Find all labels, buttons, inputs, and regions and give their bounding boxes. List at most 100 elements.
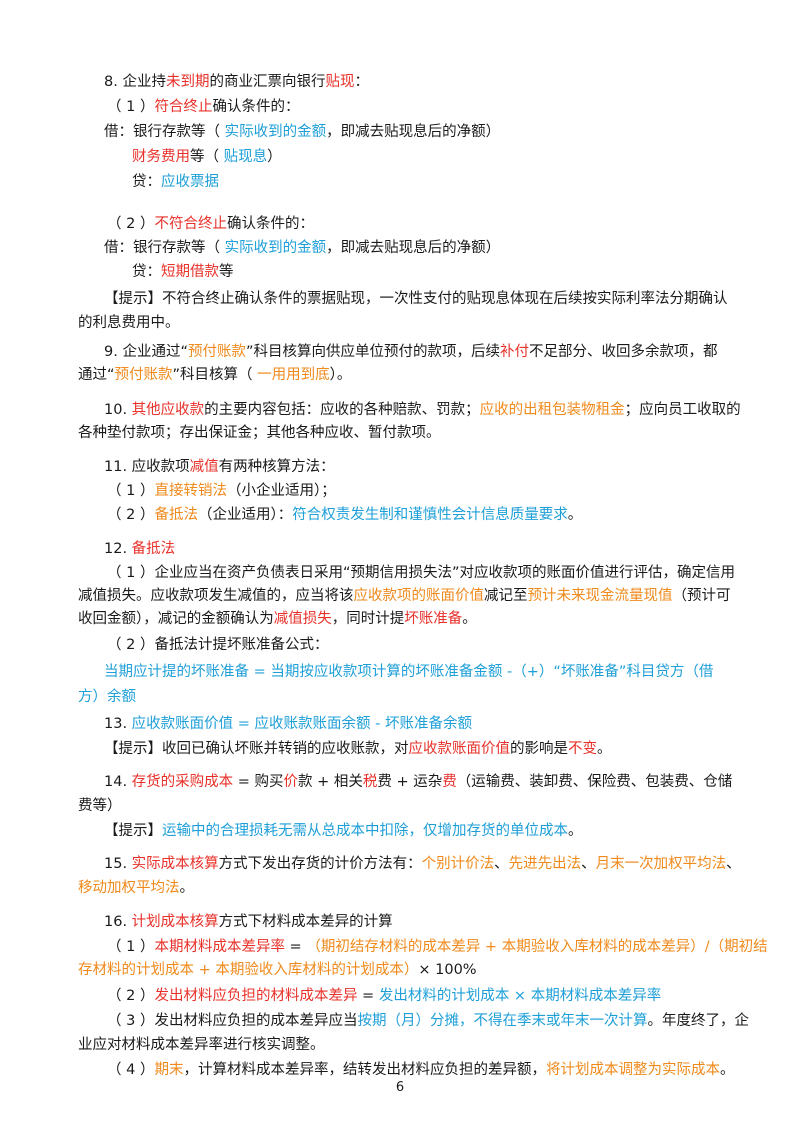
text-segment: ”科目核算向供应单位预付的款项，后续 — [245, 344, 500, 360]
text-line: 方）余额 — [78, 685, 728, 709]
red-highlight: 实际成本核算 — [131, 856, 219, 872]
text-segment: 14. — [104, 774, 132, 790]
text-segment: 有两种核算方法： — [218, 459, 335, 475]
blue-highlight: 实际收到的金额 — [224, 240, 327, 256]
text-segment: 、 — [581, 856, 596, 872]
text-segment: 的主要内容包括：应收的各种赔款、罚款； — [204, 402, 480, 418]
text-line: 的利息费用中。 — [78, 311, 728, 335]
text-segment: ： — [354, 74, 369, 90]
text-line: （ 3 ）发出材料应负担的成本差异应当按期（月）分摊，不得在季末或年末一次计算。… — [107, 1009, 757, 1033]
text-line: 【提示】运输中的合理损耗无需从总成本中扣除，仅增加存货的单位成本。 — [104, 819, 754, 843]
text-line: 16. 计划成本核算方式下材料成本差异的计算 — [104, 910, 754, 934]
red-highlight: 计划成本核算 — [131, 914, 219, 930]
red-highlight: 应收款账面价值 — [408, 741, 511, 757]
blue-highlight: 按期（月）分摊，不得在季末或年末一次计算 — [357, 1013, 648, 1029]
text-line: 【提示】不符合终止确认条件的票据贴现，一次性支付的贴现息体现在后续按实际利率法分… — [104, 287, 754, 311]
text-segment: 15. — [104, 856, 132, 872]
red-highlight: 发出材料应负担的材料成本差异 — [154, 988, 358, 1004]
text-line: 借：银行存款等（ 实际收到的金额，即减去贴现息后的净额） — [104, 120, 754, 144]
text-segment: 。 — [719, 1062, 735, 1078]
text-segment: 的商业汇票向银行 — [209, 74, 326, 90]
red-highlight: 价 — [283, 774, 299, 790]
text-line: （ 1 ）企业应当在资产负债表日采用“预期信用损失法”对应收款项的账面价值进行评… — [107, 561, 757, 585]
text-segment: 。 — [567, 507, 583, 523]
blue-highlight: 发出材料的计划成本 × 本期材料成本差异率 — [378, 988, 662, 1004]
text-segment: （小企业适用）； — [226, 483, 336, 499]
text-segment: （ 2 ） — [107, 988, 155, 1004]
red-highlight: 其他应收款 — [131, 402, 205, 418]
text-segment: ，同时计提 — [331, 611, 405, 627]
orange-highlight: 存材料的计划成本 + 本期验收入库材料的计划成本） — [78, 962, 419, 978]
text-segment: 的利息费用中。 — [78, 315, 180, 331]
text-line: 各种垫付款项；存出保证金；其他各种应收、暂付款项。 — [78, 421, 728, 445]
text-line: （ 4 ）期末，计算材料成本差异率，结转发出材料应负担的差异额，将计划成本调整为… — [107, 1058, 757, 1082]
red-highlight: 减值损失 — [273, 611, 332, 627]
text-line: 9. 企业通过“预付账款”科目核算向供应单位预付的款项，后续补付不足部分、收回多… — [104, 340, 754, 364]
text-segment: 费等） — [78, 798, 122, 814]
orange-highlight: 先进先出法 — [508, 856, 582, 872]
text-line: 移动加权平均法。 — [78, 876, 728, 900]
text-segment: ；应向员工收取的 — [624, 402, 741, 418]
text-segment: 【提示】不符合终止确认条件的票据贴现，一次性支付的贴现息体现在后续按实际利率法分… — [104, 291, 728, 307]
text-line: （ 1 ）直接转销法（小企业适用）； — [107, 479, 757, 503]
text-line: （ 1 ）符合终止确认条件的： — [107, 95, 757, 119]
orange-highlight: （期初结存材料的成本差异 + 本期验收入库材料的成本差异）/（期初结 — [306, 939, 768, 955]
text-segment: ”科目核算（ — [172, 367, 258, 383]
text-line: 借：银行存款等（ 实际收到的金额，即减去贴现息后的净额） — [104, 236, 754, 260]
text-line: 13. 应收款账面价值 = 应收账款账面余额 - 坏账准备余额 — [104, 712, 754, 736]
text-line: 11. 应收款项减值有两种核算方法： — [104, 455, 754, 479]
text-line: 贷：短期借款等 — [132, 260, 782, 284]
text-segment: 等（ — [190, 149, 224, 165]
red-highlight: 不符合终止 — [154, 216, 227, 232]
text-segment: 确认条件的： — [212, 99, 300, 115]
text-line: 14. 存货的采购成本 = 购买价款 + 相关税费 + 运杂费（运输费、装卸费、… — [104, 770, 754, 794]
text-line: 15. 实际成本核算方式下发出存货的计价方法有：个别计价法、先进先出法、月末一次… — [104, 852, 754, 876]
text-segment: 不足部分、收回多余款项，都 — [528, 344, 718, 360]
text-line: （ 2 ）备抵法（企业适用）：符合权责发生制和谨慎性会计信息质量要求。 — [107, 503, 757, 527]
text-segment: （ 1 ）企业应当在资产负债表日采用“预期信用损失法”对应收款项的账面价值进行评… — [107, 565, 735, 581]
text-segment: 减值损失。应收款项发生减值的，应当将该 — [78, 588, 354, 604]
text-line: （ 2 ）发出材料应负担的材料成本差异 = 发出材料的计划成本 × 本期材料成本… — [107, 984, 757, 1008]
text-line: 存材料的计划成本 + 本期验收入库材料的计划成本）× 100% — [78, 958, 728, 982]
text-segment: 借：银行存款等（ — [104, 240, 225, 256]
text-segment: = — [357, 988, 379, 1004]
text-segment: 。 — [568, 823, 583, 839]
red-highlight: 符合终止 — [154, 99, 213, 115]
text-segment: 业应对材料成本差异率进行核实调整。 — [78, 1037, 325, 1053]
text-segment: ）。 — [329, 367, 352, 383]
text-segment: 贷： — [132, 174, 161, 190]
blue-highlight: 方）余额 — [78, 689, 136, 705]
text-segment: （ 3 ）发出材料应负担的成本差异应当 — [107, 1013, 358, 1029]
text-line: 10. 其他应收款的主要内容包括：应收的各种赔款、罚款；应收的出租包装物租金；应… — [104, 398, 754, 422]
page-number: 6 — [395, 1080, 405, 1095]
text-segment: 、 — [494, 856, 509, 872]
text-line: 费等） — [78, 794, 728, 818]
text-line: 收回金额），减记的金额确认为减值损失，同时计提坏账准备。 — [78, 607, 728, 631]
text-segment: 【提示】收回已确认坏账并转销的应收账款，对 — [104, 741, 409, 757]
text-line: 8. 企业持未到期的商业汇票向银行贴现： — [104, 70, 754, 94]
text-segment: 【提示】 — [104, 823, 162, 839]
text-segment: （ 4 ） — [107, 1062, 155, 1078]
red-highlight: 减值 — [189, 459, 219, 475]
red-highlight: 补付 — [499, 344, 529, 360]
text-segment: （ 2 ） — [107, 507, 155, 523]
red-highlight: 财务费用 — [132, 149, 190, 165]
text-segment: 16. — [104, 914, 132, 930]
blue-highlight: 符合权责发生制和谨慎性会计信息质量要求 — [292, 507, 568, 523]
text-line: 财务费用等（ 贴现息） — [132, 145, 782, 169]
blue-highlight: 当期应计提的坏账准备 = 当期按应收款项计算的坏账准备金额 -（+）“坏账准备”… — [104, 664, 714, 680]
orange-highlight: 一用用到底 — [257, 367, 330, 383]
blue-highlight: 应收款账面价值 = 应收账款账面余额 - 坏账准备余额 — [131, 716, 472, 732]
text-segment: 款 + 相关 — [298, 774, 363, 790]
text-segment: （预计可 — [672, 588, 731, 604]
text-segment: × 100% — [418, 962, 477, 978]
text-line: 通过“预付账款”科目核算（ 一用用到底）。 — [78, 363, 728, 387]
orange-highlight: 将计划成本调整为实际成本 — [545, 1062, 720, 1078]
red-highlight: 税 — [362, 774, 378, 790]
blue-highlight: 贴现息 — [223, 149, 268, 165]
text-line: 贷：应收票据 — [132, 170, 782, 194]
red-highlight: 未到期 — [165, 74, 210, 90]
text-segment: 贷： — [132, 264, 161, 280]
text-segment: 费 + 运杂 — [377, 774, 443, 790]
